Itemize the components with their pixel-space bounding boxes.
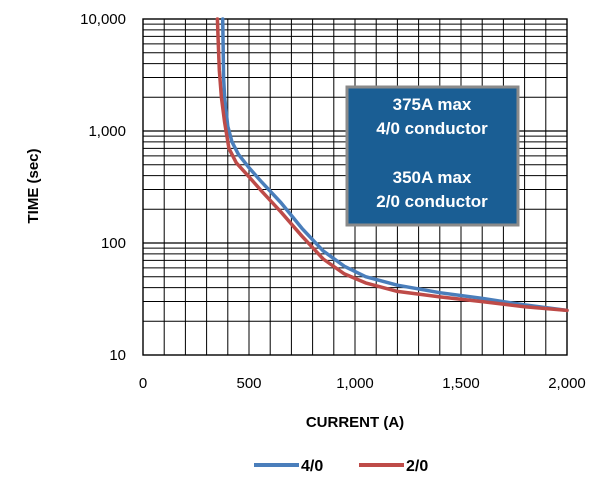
- annotation-line: 2/0 conductor: [376, 192, 488, 211]
- legend-label: 4/0: [301, 458, 323, 475]
- x-tick-label: 500: [236, 375, 261, 392]
- annotation-line: 4/0 conductor: [376, 119, 488, 138]
- y-tick-label: 1,000: [88, 123, 126, 140]
- x-tick-label: 1,000: [336, 375, 374, 392]
- x-axis-title: CURRENT (A): [306, 414, 404, 431]
- annotation-line: 375A max: [393, 95, 472, 114]
- legend-label: 2/0: [406, 458, 428, 475]
- x-tick-label: 0: [139, 375, 147, 392]
- annotation-background: [345, 85, 520, 227]
- y-axis-title: TIME (sec): [25, 148, 42, 223]
- series-lines: [215, 17, 569, 313]
- series-line-2-0: [215, 17, 569, 313]
- y-tick-label: 10: [109, 347, 126, 364]
- tick-labels: 0 500 1,000 1,500 2,000 10 100 1,000 10,000: [80, 11, 586, 392]
- annotation-line: 350A max: [393, 168, 472, 187]
- series-line-4-0: [220, 17, 569, 313]
- plot-area-frame: [142, 18, 568, 356]
- y-tick-label: 10,000: [80, 11, 126, 28]
- y-tick-label: 100: [101, 235, 126, 252]
- annotation-box: 375A max 4/0 conductor 350A max 2/0 conduct…: [345, 85, 520, 227]
- legend: 4/0 2/0: [254, 458, 428, 475]
- x-tick-label: 1,500: [442, 375, 480, 392]
- x-tick-label: 2,000: [548, 375, 586, 392]
